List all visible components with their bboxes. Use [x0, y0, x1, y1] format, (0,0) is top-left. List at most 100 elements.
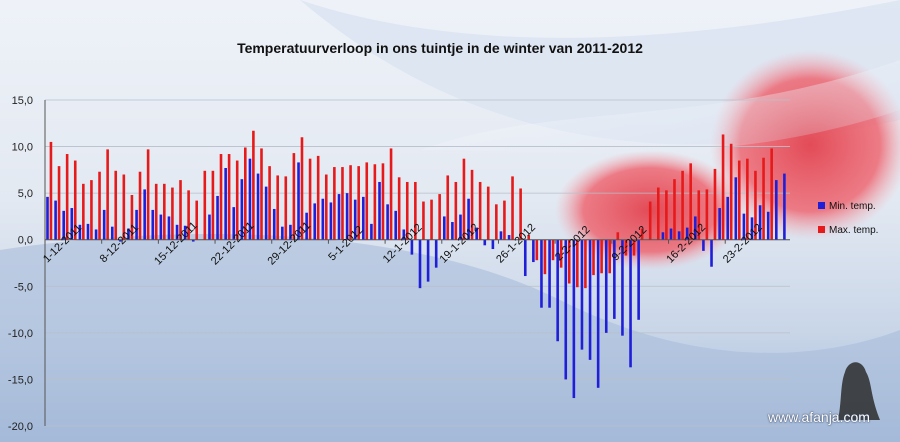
bar-max-temp	[333, 167, 336, 240]
bar-min-temp	[240, 179, 244, 240]
bar-max-temp	[705, 189, 709, 240]
bar-min-temp	[410, 239, 414, 255]
bar-max-temp	[381, 163, 385, 240]
bar-min-temp	[459, 214, 462, 240]
bar-min-temp	[127, 228, 130, 240]
bar-max-temp	[389, 148, 393, 240]
bar-max-temp	[98, 171, 101, 240]
bar-max-temp	[616, 232, 620, 240]
bar-max-temp	[729, 143, 733, 240]
bar-min-temp	[94, 229, 98, 240]
bar-max-temp	[576, 239, 579, 288]
bar-max-temp	[284, 176, 288, 240]
bar-min-temp	[507, 235, 511, 240]
bar-max-temp	[737, 160, 741, 240]
bar-max-temp	[470, 169, 474, 240]
bar-min-temp	[710, 239, 713, 267]
chart-title: Temperatuurverloop in ons tuintje in de …	[237, 40, 643, 56]
bar-max-temp	[503, 200, 506, 240]
bar-max-temp	[292, 153, 296, 240]
bar-max-temp	[495, 204, 498, 240]
bar-min-temp	[434, 239, 438, 268]
watermark: www.afanja.com	[768, 409, 870, 425]
bar-min-temp	[281, 226, 284, 240]
y-tick-label: -15,0	[8, 374, 33, 386]
bar-max-temp	[430, 199, 433, 240]
bar-min-temp	[353, 199, 357, 240]
bar-min-temp	[183, 225, 187, 240]
bar-max-temp	[770, 148, 773, 240]
bar-max-temp	[171, 187, 174, 240]
bar-min-temp	[143, 189, 146, 240]
bar-max-temp	[584, 239, 587, 289]
bar-max-temp	[300, 137, 304, 240]
bar-max-temp	[138, 171, 142, 240]
bar-min-temp	[159, 214, 163, 240]
bar-min-temp	[208, 214, 211, 240]
bar-max-temp	[324, 174, 328, 240]
bar-min-temp	[426, 239, 430, 282]
bar-min-temp	[289, 224, 292, 240]
bar-max-temp	[268, 166, 271, 240]
bar-max-temp	[414, 181, 417, 240]
bar-max-temp	[130, 195, 134, 240]
bar-min-temp	[151, 209, 155, 240]
bar-min-temp	[718, 208, 721, 240]
bar-max-temp	[90, 180, 93, 240]
bar-min-temp	[621, 239, 624, 336]
bar-max-temp	[608, 239, 611, 274]
y-tick-label: -20,0	[8, 421, 33, 433]
legend: Min. temp. Max. temp.	[818, 201, 878, 236]
y-axis-tick-labels: -20,0 -15,0 -10,0 -5,0 0,0 5,0 10,0 15,0	[8, 95, 33, 433]
bar-max-temp	[543, 239, 547, 275]
bar-max-temp	[82, 183, 85, 240]
bar-max-temp	[673, 179, 676, 240]
bar-max-temp	[106, 149, 109, 240]
bar-max-temp	[349, 165, 352, 240]
x-axis-tick-labels: 1-12-2011 8-12-2011 15-12-2011 22-12-2011 29…	[41, 220, 765, 268]
bar-min-temp	[378, 181, 381, 240]
bar-max-temp	[438, 194, 441, 240]
axes	[44, 100, 790, 426]
bar-min-temp	[758, 205, 762, 240]
bar-max-temp	[567, 239, 571, 284]
bar-min-temp	[191, 239, 195, 242]
bar-max-temp	[235, 160, 239, 240]
bar-max-temp	[114, 170, 118, 240]
bar-min-temp	[110, 226, 114, 240]
bar-min-temp	[766, 211, 770, 240]
bar-min-temp	[232, 207, 236, 240]
bar-max-temp	[195, 200, 199, 240]
bar-max-temp	[697, 190, 701, 240]
bar-max-temp	[187, 190, 190, 240]
bar-max-temp	[422, 201, 425, 240]
bar-max-temp	[624, 239, 628, 256]
bar-min-temp	[337, 194, 341, 240]
bar-max-temp	[179, 180, 182, 240]
bar-max-temp	[365, 162, 369, 240]
bar-max-temp	[519, 188, 522, 240]
bar-min-temp	[483, 239, 487, 246]
bar-min-temp	[216, 195, 219, 240]
legend-swatch	[818, 202, 825, 209]
bar-max-temp	[219, 154, 223, 240]
bar-max-temp	[357, 166, 360, 240]
bar-min-temp	[175, 224, 179, 240]
bar-min-temp	[62, 210, 65, 240]
bar-min-temp	[119, 239, 122, 242]
bar-max-temp	[478, 181, 482, 240]
bar-min-temp	[345, 193, 349, 240]
bar-min-temp	[734, 177, 738, 240]
bar-min-temp	[564, 239, 568, 380]
bar-min-temp	[248, 158, 252, 240]
bar-max-temp	[405, 181, 409, 240]
bar-max-temp	[454, 181, 458, 240]
bar-max-temp	[592, 239, 595, 276]
bar-min-temp	[86, 223, 90, 240]
bar-min-temp	[402, 229, 406, 240]
bar-max-temp	[276, 175, 279, 240]
bar-max-temp	[146, 149, 150, 240]
bar-min-temp	[370, 223, 373, 240]
bar-min-temp	[442, 216, 446, 240]
